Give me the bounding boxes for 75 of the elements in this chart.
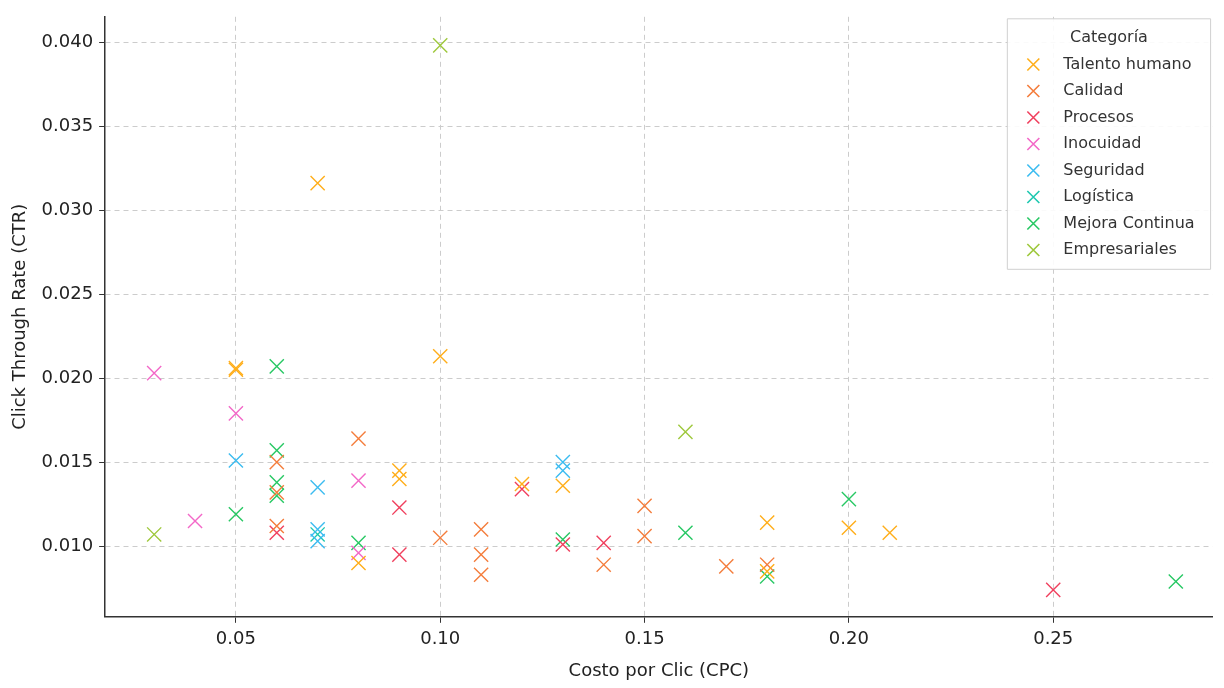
point bbox=[759, 568, 775, 585]
point bbox=[841, 491, 857, 507]
y-tick-label: 0.010 bbox=[41, 533, 94, 555]
legend-label: Mejora Continua bbox=[1063, 212, 1195, 232]
point bbox=[269, 454, 285, 470]
point bbox=[350, 430, 367, 447]
point bbox=[228, 506, 244, 523]
point bbox=[1168, 573, 1184, 590]
point bbox=[146, 365, 162, 381]
point bbox=[432, 37, 448, 54]
point bbox=[555, 477, 571, 494]
x-tick-label: 0.05 bbox=[215, 627, 256, 649]
legend-label: Seguridad bbox=[1063, 159, 1145, 179]
legend-label: Inocuidad bbox=[1063, 133, 1142, 153]
point bbox=[759, 556, 775, 573]
point bbox=[350, 555, 367, 571]
y-tick-label: 0.035 bbox=[41, 113, 94, 135]
x-tick-label: 0.25 bbox=[1033, 627, 1074, 649]
point bbox=[432, 348, 448, 365]
legend-label: Logística bbox=[1063, 186, 1135, 206]
point bbox=[269, 518, 285, 534]
point bbox=[146, 526, 162, 543]
point bbox=[677, 525, 694, 541]
point bbox=[514, 481, 530, 497]
point bbox=[595, 535, 612, 551]
point bbox=[881, 525, 898, 541]
point bbox=[391, 471, 408, 487]
y-axis-title: Click Through Rate (CTR) bbox=[8, 203, 30, 430]
y-tick-label: 0.040 bbox=[41, 29, 94, 51]
point bbox=[718, 558, 735, 575]
point bbox=[677, 424, 694, 440]
point bbox=[309, 175, 326, 191]
x-tick-label: 0.20 bbox=[828, 627, 869, 649]
point bbox=[636, 498, 653, 514]
point bbox=[269, 442, 285, 459]
y-tick-label: 0.025 bbox=[41, 281, 94, 303]
point bbox=[636, 528, 653, 544]
legend-label: Procesos bbox=[1063, 106, 1134, 126]
x-tick-label: 0.10 bbox=[420, 627, 461, 649]
point bbox=[555, 536, 571, 553]
legend-label: Calidad bbox=[1063, 80, 1124, 100]
point bbox=[309, 526, 326, 543]
point bbox=[473, 567, 489, 583]
point bbox=[555, 531, 571, 548]
point bbox=[228, 405, 244, 422]
point bbox=[350, 472, 367, 489]
y-tick-label: 0.020 bbox=[41, 365, 94, 387]
point bbox=[269, 525, 285, 541]
point bbox=[391, 546, 408, 563]
point bbox=[391, 462, 408, 479]
point bbox=[1045, 582, 1061, 598]
legend-title: Categoría bbox=[1070, 27, 1148, 47]
x-axis-title: Costo por Clic (CPC) bbox=[568, 658, 750, 680]
point bbox=[595, 556, 612, 573]
point bbox=[391, 499, 408, 516]
y-tick-label: 0.030 bbox=[41, 197, 94, 219]
point bbox=[309, 479, 326, 496]
legend-label: Talento humano bbox=[1062, 53, 1192, 73]
point bbox=[759, 563, 775, 580]
point bbox=[841, 519, 857, 536]
point bbox=[432, 530, 448, 546]
legend-label: Empresariales bbox=[1063, 239, 1177, 259]
point bbox=[350, 535, 367, 551]
point bbox=[555, 454, 571, 470]
point bbox=[555, 462, 571, 479]
point bbox=[759, 514, 775, 531]
point bbox=[350, 545, 367, 561]
point bbox=[473, 521, 489, 538]
point bbox=[187, 513, 203, 529]
point bbox=[269, 358, 285, 375]
point bbox=[514, 476, 530, 492]
point bbox=[228, 452, 244, 469]
x-tick-label: 0.15 bbox=[624, 627, 665, 649]
y-tick-label: 0.015 bbox=[41, 449, 94, 471]
point bbox=[473, 546, 489, 563]
